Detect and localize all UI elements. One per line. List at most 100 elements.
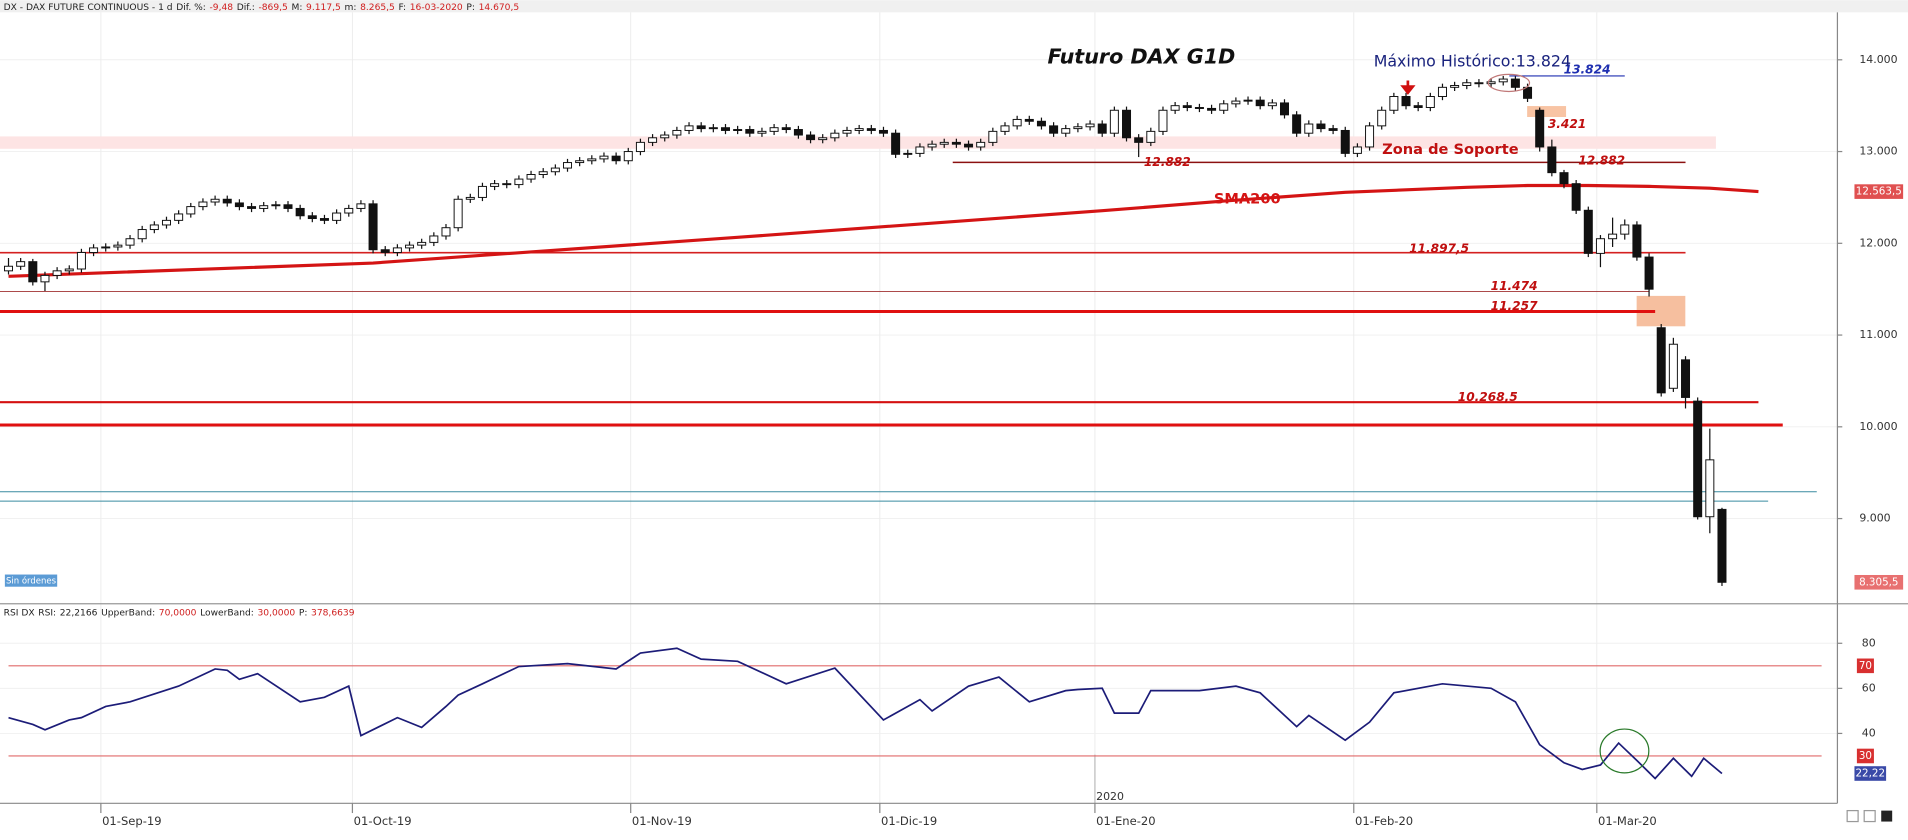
last-price-label: 8.305,5 bbox=[1859, 576, 1898, 588]
candle-body bbox=[1012, 118, 1022, 127]
header-part: Dif. %: bbox=[176, 2, 206, 12]
level-label: 11.474 bbox=[1491, 279, 1538, 293]
candle-body bbox=[1182, 105, 1192, 108]
candle-body bbox=[16, 261, 26, 267]
candle-body bbox=[806, 134, 816, 141]
chart-title: Futuro DAX G1D bbox=[1047, 44, 1235, 68]
levels bbox=[0, 75, 1822, 757]
candle-body bbox=[1279, 102, 1289, 116]
candle-body bbox=[1632, 224, 1642, 258]
candle-body bbox=[891, 132, 901, 155]
support-zone-label: Zona de Soporte bbox=[1382, 141, 1519, 158]
candle-body bbox=[733, 129, 743, 131]
candle-body bbox=[1304, 123, 1314, 134]
header-part: Dif.: bbox=[237, 2, 255, 12]
level-label: 10.268,5 bbox=[1458, 390, 1518, 404]
candle-body bbox=[1510, 78, 1520, 88]
candle-body bbox=[477, 185, 487, 198]
candle-body bbox=[1450, 85, 1460, 88]
header-part: -9,48 bbox=[209, 2, 233, 12]
candle-body bbox=[1340, 129, 1350, 154]
candle-body bbox=[1061, 128, 1071, 134]
level-label: 12.882 bbox=[1578, 154, 1625, 168]
candle-body bbox=[465, 196, 475, 200]
y-tick-label: 9.000 bbox=[1859, 512, 1890, 525]
candle-body bbox=[1207, 107, 1217, 111]
candle-body bbox=[1389, 96, 1399, 111]
status: Sin órdenes bbox=[6, 576, 57, 587]
candle-body bbox=[1146, 130, 1156, 143]
candle-body bbox=[672, 129, 682, 136]
candle-body bbox=[1170, 105, 1180, 111]
candle-body bbox=[113, 244, 123, 248]
candle-body bbox=[1559, 172, 1569, 185]
control-icon[interactable] bbox=[1846, 809, 1859, 823]
candle-body bbox=[198, 201, 208, 208]
candle-body bbox=[939, 141, 949, 145]
header-part: 14.670,5 bbox=[479, 2, 520, 12]
candle-body bbox=[1425, 96, 1435, 108]
candle-body bbox=[222, 198, 232, 204]
x-tick-label: 01-Ene-20 bbox=[1096, 814, 1155, 828]
candle-body bbox=[1243, 99, 1253, 102]
rsi-value-box bbox=[1854, 766, 1887, 781]
candle-body bbox=[1693, 400, 1703, 518]
candle-body bbox=[1097, 123, 1107, 134]
rsi-header-part: 378,6639 bbox=[311, 608, 355, 618]
candle-body bbox=[1681, 359, 1691, 398]
candle-body bbox=[563, 162, 573, 169]
marks bbox=[4, 75, 1727, 780]
candle-body bbox=[271, 204, 281, 207]
x-tick-label: 01-Oct-19 bbox=[354, 814, 412, 828]
candle-body bbox=[186, 206, 196, 215]
candle-body bbox=[1413, 105, 1423, 108]
level-label: 13.824 bbox=[1564, 62, 1611, 76]
candle-body bbox=[1292, 114, 1302, 134]
candle-body bbox=[660, 134, 670, 139]
candle-body bbox=[854, 128, 864, 131]
candle-body bbox=[708, 127, 718, 130]
candle-body bbox=[307, 215, 317, 220]
candle-body bbox=[927, 143, 937, 148]
header: DX - DAX FUTURE CONTINUOUS - 1 d Dif. %: -… bbox=[4, 2, 520, 12]
x-tick-label: 01-Sep-19 bbox=[102, 814, 161, 828]
candle-body bbox=[1328, 128, 1338, 131]
labels: DX - DAX FUTURE CONTINUOUS - 1 d Dif. %: -… bbox=[4, 2, 1904, 828]
rsi-header-part: 70,0000 bbox=[159, 608, 197, 618]
rsi-header-part: P: bbox=[299, 608, 308, 618]
candle-body bbox=[1073, 126, 1083, 130]
candle-body bbox=[1134, 137, 1144, 143]
arrow bbox=[1400, 80, 1416, 95]
candle-body bbox=[283, 204, 293, 209]
y-tick-label: 12.000 bbox=[1859, 236, 1897, 249]
candle-body bbox=[1049, 125, 1059, 134]
candle-body bbox=[161, 219, 171, 226]
rsi-header-part: LowerBand: bbox=[200, 608, 254, 618]
candle-body bbox=[1668, 343, 1678, 389]
candle-body bbox=[356, 203, 366, 209]
candle-body bbox=[1377, 109, 1387, 127]
candle-body bbox=[64, 268, 74, 272]
control-icon[interactable] bbox=[1881, 810, 1893, 822]
candle-body bbox=[1401, 96, 1411, 107]
candle-body bbox=[125, 238, 135, 246]
candle-body bbox=[89, 247, 99, 253]
candle-body bbox=[903, 152, 913, 155]
y-tick-label: 14.000 bbox=[1859, 53, 1897, 66]
level-label: 11.897,5 bbox=[1409, 242, 1469, 256]
candle-body bbox=[1498, 78, 1508, 83]
control-icon[interactable] bbox=[1863, 809, 1876, 823]
candle-body bbox=[149, 224, 159, 231]
rsi-header-part: RSI: bbox=[38, 608, 56, 618]
header-bar bbox=[0, 0, 1908, 13]
gap-box bbox=[1527, 106, 1567, 118]
max-annotation: Máximo Histórico:13.824 bbox=[1374, 52, 1571, 71]
last-price-box bbox=[1854, 574, 1904, 590]
candle-body bbox=[769, 127, 779, 132]
candle-body bbox=[587, 158, 597, 162]
candle-body bbox=[1267, 102, 1277, 107]
candle-body bbox=[1705, 459, 1715, 518]
band-box bbox=[1856, 748, 1874, 764]
candle-body bbox=[1316, 123, 1326, 130]
candle-body bbox=[1352, 146, 1362, 154]
